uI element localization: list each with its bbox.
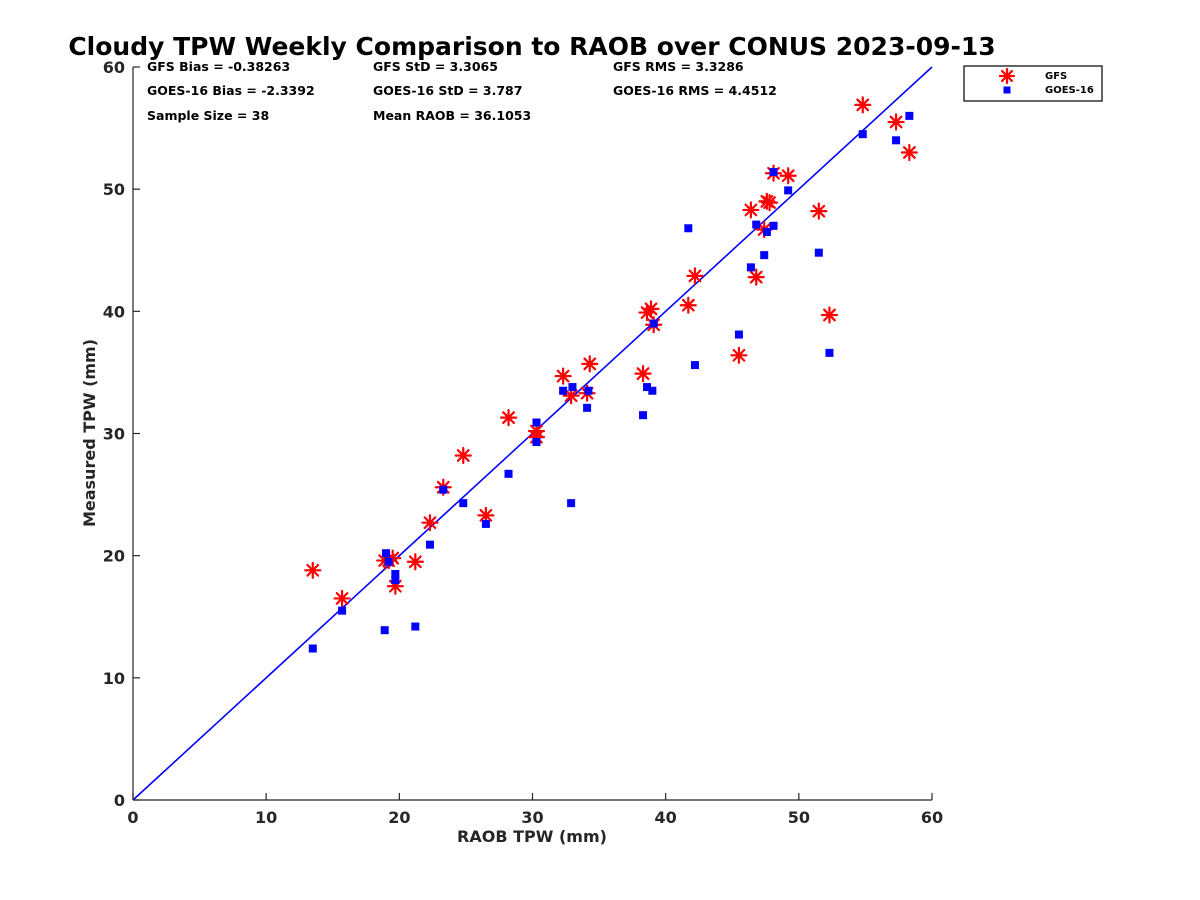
- legend-gfs-label: GFS: [1045, 71, 1067, 82]
- goes-point: [746, 263, 755, 272]
- gfs-point: [304, 561, 322, 579]
- legend-goes-marker: [1003, 86, 1011, 94]
- goes-point: [583, 403, 592, 412]
- legend-box: [963, 65, 1103, 102]
- x-tick-label: 40: [655, 808, 677, 827]
- gfs-point: [581, 355, 599, 373]
- goes-point: [684, 224, 693, 233]
- goes-point: [439, 485, 448, 494]
- y-tick-label: 50: [103, 180, 125, 199]
- gfs-point: [742, 201, 760, 219]
- goes-point: [643, 383, 652, 392]
- gfs-points: [304, 96, 918, 608]
- legend-goes-label: GOES-16: [1045, 85, 1094, 96]
- y-tick-label: 60: [103, 58, 125, 77]
- goes-point: [769, 221, 778, 230]
- goes-point: [559, 386, 568, 395]
- goes-point: [568, 383, 577, 392]
- stat-gfs-rms: GFS RMS = 3.3286: [613, 59, 744, 74]
- goes-point: [639, 411, 648, 420]
- gfs-point: [421, 514, 439, 532]
- goes-point: [391, 576, 400, 585]
- gfs-point: [406, 553, 424, 571]
- gfs-point: [686, 267, 704, 285]
- gfs-point: [642, 300, 660, 318]
- x-tick-label: 0: [127, 808, 138, 827]
- legend-gfs-asterisk: [998, 67, 1016, 85]
- x-tick-label: 60: [921, 808, 943, 827]
- legend-goes-square: [1003, 86, 1011, 94]
- goes-point: [567, 499, 576, 508]
- x-tick-label: 20: [388, 808, 410, 827]
- goes-point: [734, 330, 743, 339]
- stat-gfs-std: GFS StD = 3.3065: [373, 59, 498, 74]
- gfs-point: [779, 167, 797, 185]
- gfs-point: [747, 268, 765, 286]
- goes-point: [814, 248, 823, 257]
- goes-point: [532, 438, 541, 447]
- stat-goes-std: GOES-16 StD = 3.787: [373, 83, 522, 98]
- x-tick-label: 10: [255, 808, 277, 827]
- stat-mean-raob: Mean RAOB = 36.1053: [373, 108, 531, 123]
- y-tick-label: 40: [103, 302, 125, 321]
- gfs-point: [730, 346, 748, 364]
- gfs-point: [810, 202, 828, 220]
- goes-point: [382, 549, 391, 558]
- gfs-point: [820, 306, 839, 324]
- gfs-point: [854, 96, 872, 114]
- goes-point: [858, 130, 867, 139]
- goes-point: [649, 319, 658, 328]
- goes-point: [784, 186, 793, 195]
- goes-point: [825, 348, 834, 357]
- goes-point: [892, 136, 901, 145]
- gfs-point: [554, 367, 572, 385]
- stat-goes-rms: GOES-16 RMS = 4.4512: [613, 83, 777, 98]
- gfs-point: [499, 409, 518, 427]
- x-tick-label: 30: [521, 808, 543, 827]
- goes-point: [391, 569, 400, 578]
- goes-point: [752, 220, 761, 229]
- legend: GFS GOES-16: [963, 65, 1103, 102]
- gfs-point: [634, 365, 652, 383]
- goes-point: [648, 386, 657, 395]
- gfs-point: [760, 194, 779, 212]
- goes-point: [425, 540, 434, 549]
- gfs-point: [333, 589, 351, 608]
- stat-goes-bias: GOES-16 Bias = -2.3392: [147, 83, 315, 98]
- goes-point: [411, 622, 420, 631]
- x-tick-label: 50: [788, 808, 810, 827]
- goes-point: [338, 606, 347, 615]
- stat-gfs-bias: GFS Bias = -0.38263: [147, 59, 290, 74]
- goes-point: [504, 469, 513, 478]
- goes-point: [905, 111, 914, 120]
- gfs-point: [900, 143, 918, 162]
- goes-point: [308, 644, 317, 653]
- x-axis-label: RAOB TPW (mm): [457, 827, 607, 846]
- goes-point: [459, 499, 468, 508]
- legend-gfs-marker: [998, 67, 1016, 85]
- y-tick-label: 30: [103, 425, 125, 444]
- goes-points: [308, 111, 914, 653]
- goes-point: [690, 361, 699, 370]
- gfs-point: [887, 113, 905, 131]
- y-tick-label: 0: [114, 791, 125, 810]
- x-ticks: 0 10 20 30 40 50 60: [127, 793, 943, 827]
- goes-point: [384, 557, 393, 566]
- goes-point: [769, 168, 778, 177]
- chart-title: Cloudy TPW Weekly Comparison to RAOB ove…: [68, 32, 995, 61]
- goes-point: [481, 519, 490, 528]
- gfs-point: [454, 446, 472, 465]
- y-tick-label: 20: [103, 547, 125, 566]
- goes-point: [760, 251, 769, 260]
- y-axis-label: Measured TPW (mm): [80, 339, 99, 527]
- gfs-point: [679, 296, 697, 314]
- stat-sample-size: Sample Size = 38: [147, 108, 269, 123]
- goes-point: [762, 227, 771, 236]
- goes-point: [584, 386, 593, 395]
- y-ticks: 0 10 20 30 40 50 60: [103, 58, 140, 810]
- goes-point: [380, 626, 389, 635]
- y-tick-label: 10: [103, 669, 125, 688]
- goes-point: [532, 418, 541, 427]
